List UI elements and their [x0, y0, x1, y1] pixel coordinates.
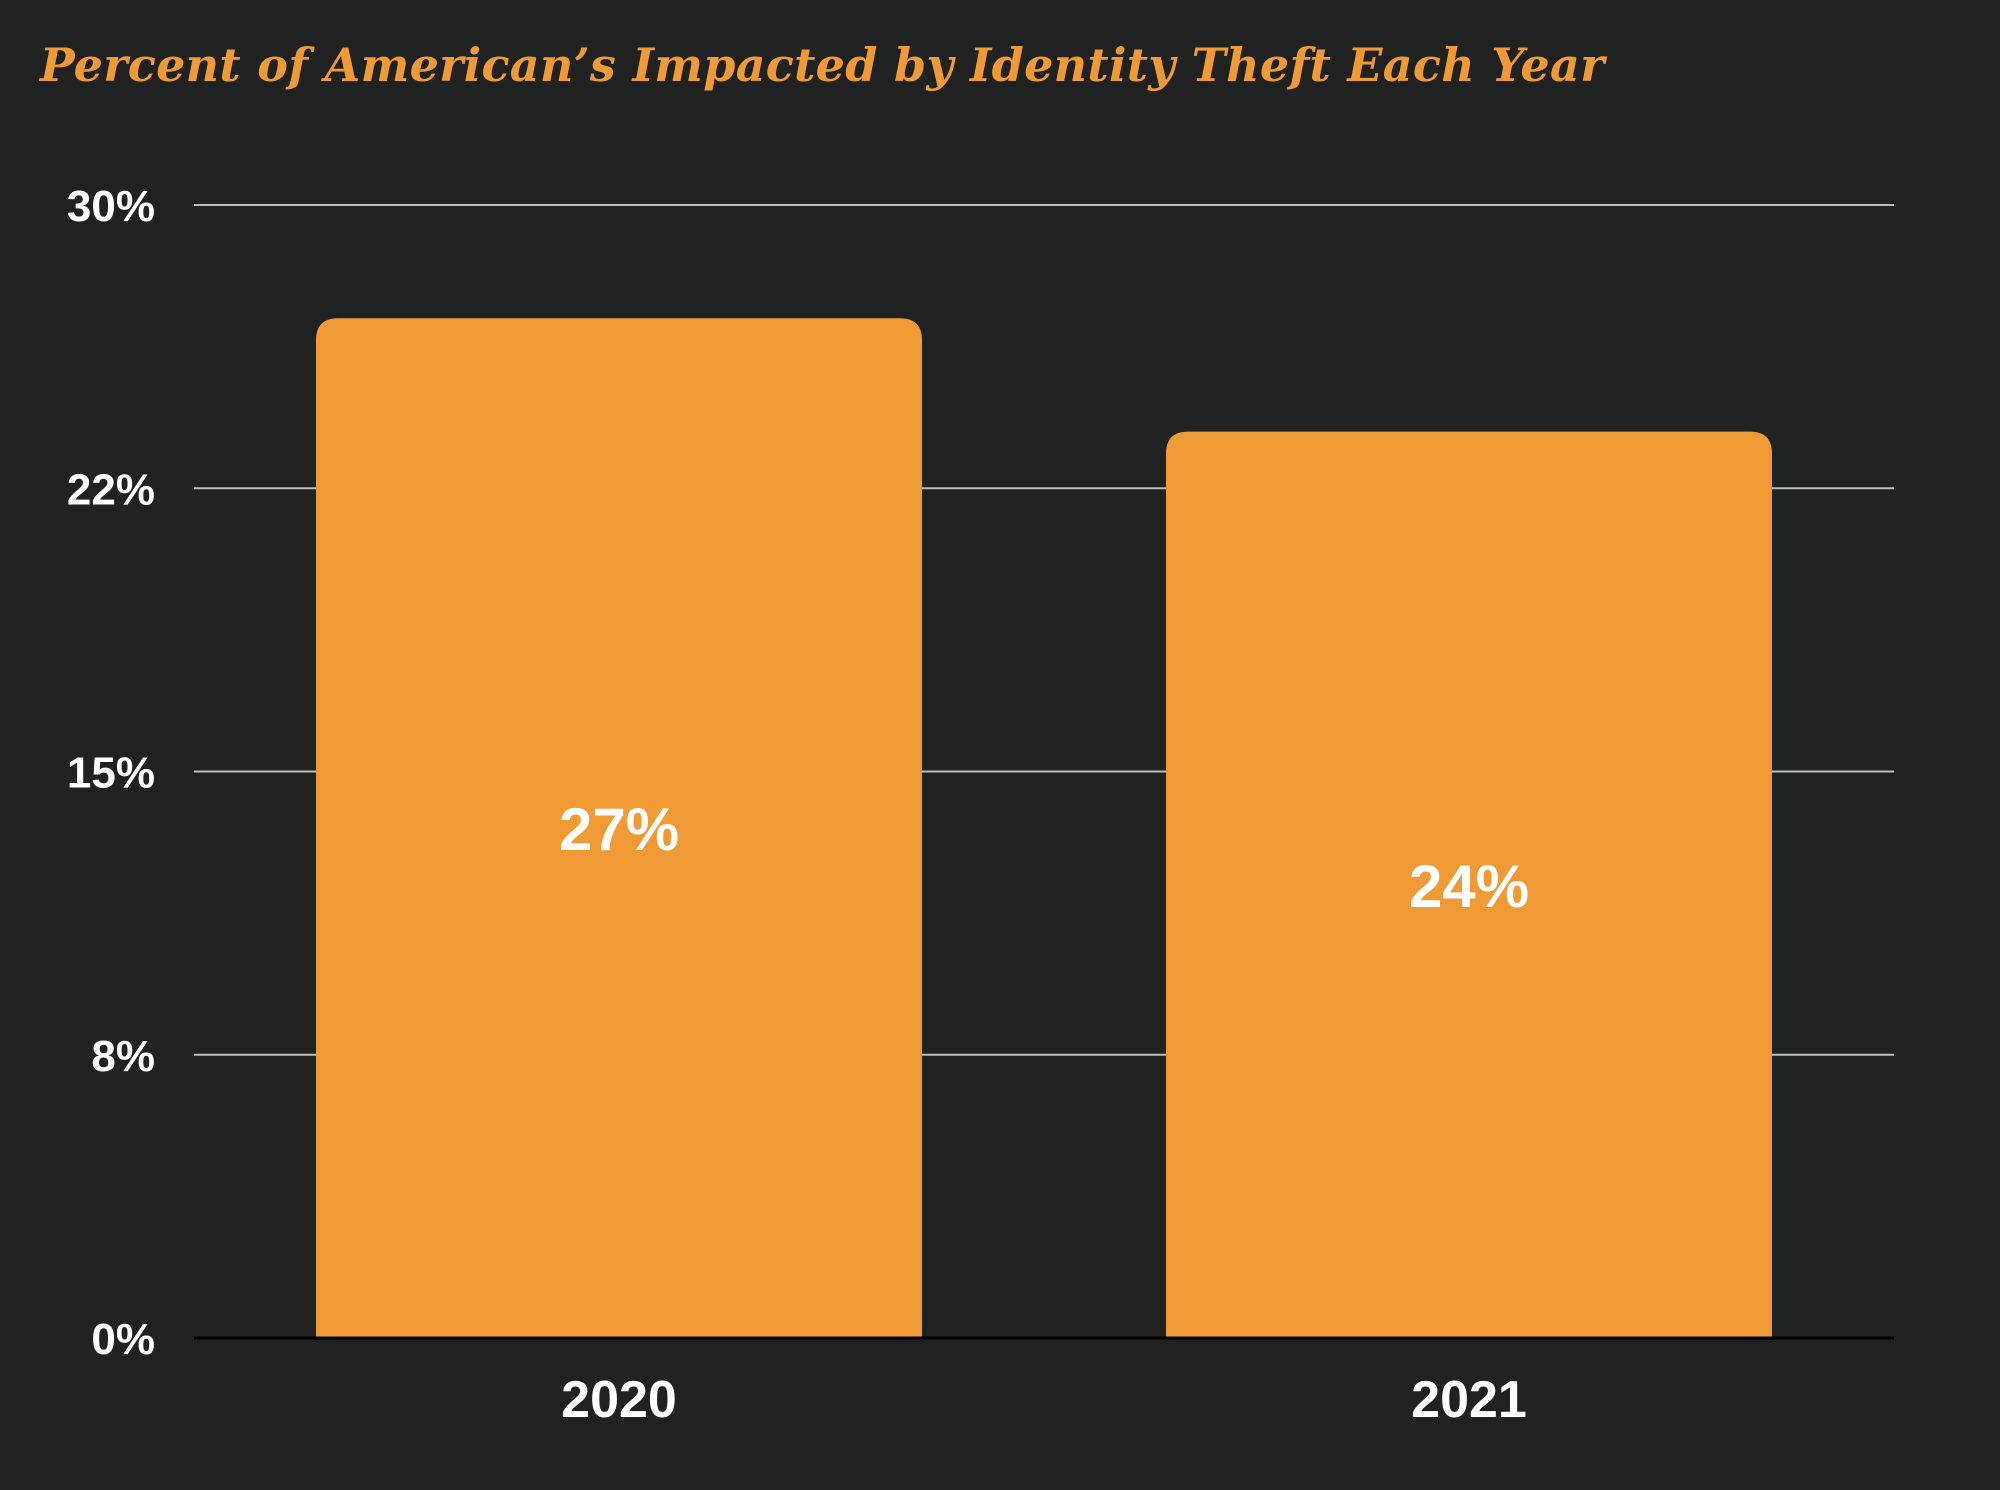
- y-axis-tick-labels: 30% 22% 15% 8% 0%: [67, 182, 155, 1364]
- y-tick-label: 22%: [67, 465, 155, 514]
- bar-2020: [316, 318, 922, 1338]
- data-label-2020: 27%: [559, 796, 679, 863]
- chart-title: Percent of American’s Impacted by Identi…: [40, 38, 1605, 92]
- data-label-2021: 24%: [1409, 853, 1529, 920]
- x-axis-category-labels: 2020 2021: [561, 1371, 1527, 1429]
- x-category-label-2021: 2021: [1411, 1371, 1527, 1429]
- x-category-label-2020: 2020: [561, 1371, 677, 1429]
- bar-2021: [1166, 431, 1772, 1339]
- y-tick-label: 0%: [91, 1315, 155, 1364]
- y-tick-label: 8%: [91, 1032, 155, 1081]
- y-tick-label: 30%: [67, 182, 155, 231]
- y-tick-label: 15%: [67, 749, 155, 798]
- bars: 27% 24%: [316, 318, 1772, 1339]
